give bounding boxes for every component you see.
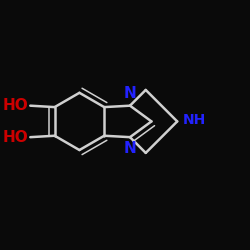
Text: N: N bbox=[124, 86, 137, 102]
Text: HO: HO bbox=[3, 98, 29, 113]
Text: HO: HO bbox=[3, 130, 29, 145]
Text: NH: NH bbox=[182, 113, 206, 127]
Text: N: N bbox=[124, 142, 137, 156]
